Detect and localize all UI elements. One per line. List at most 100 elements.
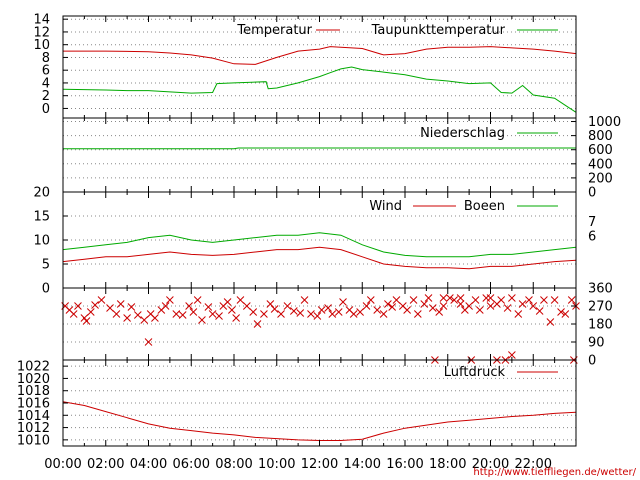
temperature-y-tick-label: 4	[42, 76, 50, 91]
x-tick-label: 02:00	[87, 457, 124, 472]
wind_direction-point	[456, 294, 465, 302]
wind_direction-point-stroke	[249, 308, 258, 316]
x-tick-label: 08:00	[215, 457, 252, 472]
wind_direction-point-stroke	[384, 300, 392, 308]
wind_direction-point	[328, 310, 337, 318]
wind_direction-point-stroke	[339, 298, 347, 306]
wind_direction-point-stroke	[289, 307, 298, 315]
wind_direction-point-stroke	[420, 300, 429, 308]
wind-series-line	[62, 246, 577, 270]
wind_direction-point	[161, 302, 170, 310]
temperature-y-tick-label: 14	[33, 13, 50, 28]
wind_direction-point-stroke	[399, 302, 407, 310]
wind_direction-point-stroke	[270, 305, 279, 313]
wind_direction-point	[465, 302, 473, 310]
wind_direction-point	[69, 310, 78, 318]
wind_direction-point	[540, 296, 548, 304]
pressure-y-tick-label: 1010	[17, 433, 50, 448]
wind_direction-point	[127, 303, 136, 311]
wind_direction-point	[557, 308, 565, 316]
wind_direction-point	[144, 338, 153, 346]
wind_direction-point-stroke	[223, 298, 232, 306]
wind_direction-y-tick-label: 270	[588, 300, 613, 315]
temperature-legend-label: Taupunkttemperatur	[371, 23, 506, 38]
wind_direction-point-stroke	[535, 307, 544, 315]
wind_direction-point-stroke	[208, 310, 217, 318]
wind_direction-point-stroke	[161, 302, 170, 310]
footer-url[interactable]: http://www.tieffliegen.de/wetter/	[473, 467, 636, 478]
wind_direction-point-stroke	[74, 302, 82, 310]
x-tick-label: 00:00	[44, 457, 81, 472]
wind_direction-point-stroke	[540, 296, 548, 304]
wind_direction-point-stroke	[379, 310, 388, 318]
wind_direction-point-stroke	[106, 304, 114, 312]
wind_direction-point	[277, 310, 285, 318]
wind_direction-point-stroke	[362, 302, 371, 310]
wind_direction-point	[242, 302, 251, 310]
wind_direction-point-stroke	[198, 316, 206, 324]
wind_direction-point	[300, 296, 309, 304]
precipitation-y-tick-label: 600	[588, 143, 613, 158]
wind_direction-point-stroke	[567, 296, 576, 304]
x-tick-label: 14:00	[344, 457, 381, 472]
wind_direction-point-stroke	[313, 312, 322, 320]
temperature-y-tick-label: 8	[42, 51, 50, 66]
wind_direction-point-stroke	[439, 294, 448, 302]
wind_direction-point-stroke	[133, 311, 142, 319]
wind-beaufort-tick-label: 7	[588, 215, 596, 230]
pressure-legend-label: Luftdruck	[444, 365, 506, 380]
wind_direction-point-stroke	[266, 300, 275, 308]
wind_direction-point	[270, 305, 279, 313]
wind_direction-point	[249, 308, 258, 316]
temperature-y-tick-label: 10	[33, 38, 50, 53]
wind_direction-point	[86, 308, 95, 316]
wind_direction-point-stroke	[557, 308, 565, 316]
wind_direction-point	[260, 310, 268, 318]
x-tick-label: 10:00	[258, 457, 295, 472]
wind_direction-point	[567, 296, 576, 304]
wind_direction-point	[497, 296, 506, 304]
wind_direction-point-stroke	[514, 310, 523, 318]
wind_direction-point-stroke	[475, 306, 484, 314]
wind_direction-point-stroke	[508, 351, 516, 359]
wind_direction-point	[232, 314, 240, 322]
wind_direction-point-stroke	[561, 310, 570, 318]
wind_direction-point	[123, 314, 131, 322]
wind_direction-point	[198, 316, 206, 324]
wind_direction-point	[289, 307, 298, 315]
wind_direction-point	[550, 296, 559, 304]
wind_direction-point-stroke	[550, 296, 559, 304]
wind_direction-point	[486, 302, 495, 310]
pressure-y-tick-label: 1018	[17, 384, 50, 399]
wind_direction-point	[546, 318, 555, 326]
wind_direction-point-stroke	[116, 300, 125, 308]
wind_direction-point	[185, 302, 193, 310]
wind_direction-point	[116, 300, 125, 308]
wind_direction-point	[74, 302, 82, 310]
wind_direction-point	[208, 310, 217, 318]
wind_direction-point	[307, 310, 315, 318]
wind_direction-point-stroke	[508, 294, 516, 302]
wind_direction-point	[439, 302, 448, 310]
wind_direction-point-stroke	[486, 302, 495, 310]
wind_direction-point-stroke	[392, 296, 401, 304]
wind_direction-point	[379, 310, 388, 318]
wind_direction-point-stroke	[317, 306, 326, 314]
wind_direction-point-stroke	[123, 314, 131, 322]
wind_direction-point-stroke	[328, 310, 337, 318]
wind_direction-point	[486, 294, 495, 302]
wind_direction-point-stroke	[86, 308, 95, 316]
x-tick-label: 06:00	[173, 457, 210, 472]
pressure-y-tick-label: 1020	[17, 372, 50, 387]
wind_direction-point	[296, 309, 305, 317]
wind_direction-point	[475, 306, 484, 314]
wind_direction-point-stroke	[518, 300, 527, 308]
wind_direction-point	[508, 351, 516, 359]
wind-series-line	[62, 232, 577, 258]
wind_direction-point-stroke	[456, 300, 465, 308]
wind_direction-point-stroke	[465, 302, 473, 310]
wind_direction-point-stroke	[349, 310, 358, 318]
wind_direction-point	[366, 296, 375, 304]
wind_direction-point-stroke	[242, 302, 251, 310]
wind_direction-point	[403, 306, 411, 314]
